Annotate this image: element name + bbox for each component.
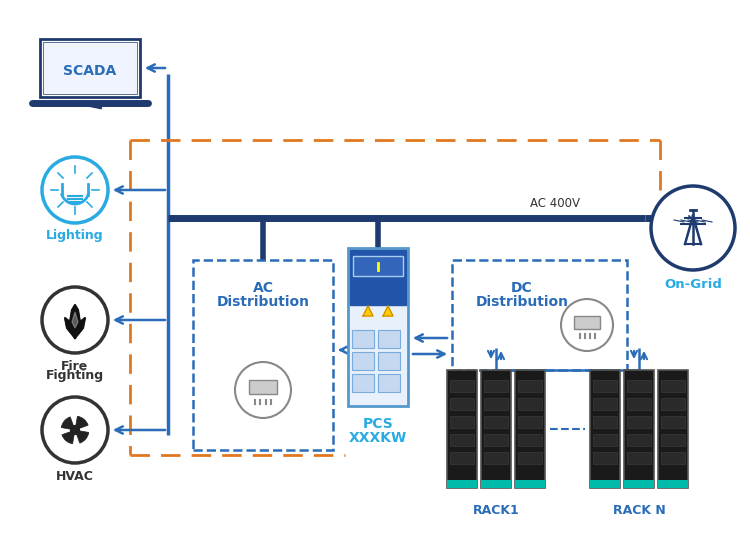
Bar — [661, 398, 685, 410]
Text: Lighting: Lighting — [46, 230, 104, 243]
Bar — [352, 374, 374, 392]
Bar — [518, 434, 542, 446]
Bar — [447, 480, 477, 488]
Text: XXXKW: XXXKW — [349, 431, 407, 445]
Bar — [481, 370, 511, 488]
Bar — [590, 480, 620, 488]
Wedge shape — [62, 417, 75, 430]
Bar — [627, 416, 651, 428]
Bar — [661, 434, 685, 446]
Bar — [593, 398, 617, 410]
Bar — [484, 434, 508, 446]
Bar — [658, 480, 688, 488]
Text: On-Grid: On-Grid — [664, 277, 722, 290]
Bar — [450, 398, 474, 410]
Bar — [627, 434, 651, 446]
Bar — [574, 316, 600, 329]
Circle shape — [235, 362, 291, 418]
Bar — [624, 480, 654, 488]
Circle shape — [42, 287, 108, 353]
Bar — [515, 480, 545, 488]
Text: Fighting: Fighting — [46, 369, 104, 382]
Bar — [481, 480, 511, 488]
Bar — [249, 380, 277, 394]
Bar — [43, 42, 137, 94]
Bar — [352, 352, 374, 370]
Bar — [661, 452, 685, 464]
Bar — [484, 416, 508, 428]
Bar — [350, 250, 406, 305]
Polygon shape — [72, 312, 78, 328]
Bar — [452, 260, 627, 370]
Bar — [348, 248, 408, 406]
Bar — [593, 380, 617, 392]
Text: AC 400V: AC 400V — [530, 197, 580, 210]
Text: Distribution: Distribution — [217, 295, 310, 309]
Text: RACK N: RACK N — [613, 504, 665, 516]
Bar — [353, 256, 403, 276]
Bar — [518, 380, 542, 392]
Wedge shape — [62, 430, 75, 444]
Bar — [450, 416, 474, 428]
Bar — [661, 380, 685, 392]
Circle shape — [71, 426, 79, 434]
Text: RACK1: RACK1 — [472, 504, 519, 516]
Bar — [378, 352, 400, 370]
Bar — [518, 398, 542, 410]
Bar — [484, 380, 508, 392]
Bar — [352, 330, 374, 348]
Polygon shape — [65, 305, 85, 338]
Circle shape — [42, 397, 108, 463]
Bar — [518, 452, 542, 464]
Bar — [40, 39, 140, 97]
Bar — [515, 370, 545, 488]
Text: PCS: PCS — [363, 417, 393, 431]
Text: AC: AC — [253, 281, 274, 295]
Bar — [450, 380, 474, 392]
Polygon shape — [383, 306, 393, 316]
Polygon shape — [363, 306, 373, 316]
Bar — [627, 398, 651, 410]
Bar — [590, 370, 620, 488]
Text: Fire: Fire — [62, 360, 88, 373]
Bar — [484, 398, 508, 410]
Bar — [624, 370, 654, 488]
Bar — [627, 380, 651, 392]
Bar — [661, 416, 685, 428]
Text: Distribution: Distribution — [476, 295, 568, 309]
Circle shape — [42, 157, 108, 223]
Text: DC: DC — [512, 281, 532, 295]
Bar — [484, 452, 508, 464]
Bar — [658, 370, 688, 488]
Bar — [627, 452, 651, 464]
Bar — [593, 416, 617, 428]
Bar — [447, 370, 477, 488]
Bar — [450, 434, 474, 446]
Wedge shape — [75, 416, 88, 430]
Bar — [593, 434, 617, 446]
Bar — [518, 416, 542, 428]
Bar — [593, 452, 617, 464]
Bar — [378, 374, 400, 392]
Circle shape — [561, 299, 613, 351]
Bar — [378, 330, 400, 348]
Bar — [193, 260, 333, 450]
Wedge shape — [75, 430, 88, 443]
Text: HVAC: HVAC — [56, 469, 94, 483]
Bar — [450, 452, 474, 464]
Circle shape — [651, 186, 735, 270]
Text: SCADA: SCADA — [63, 64, 117, 78]
